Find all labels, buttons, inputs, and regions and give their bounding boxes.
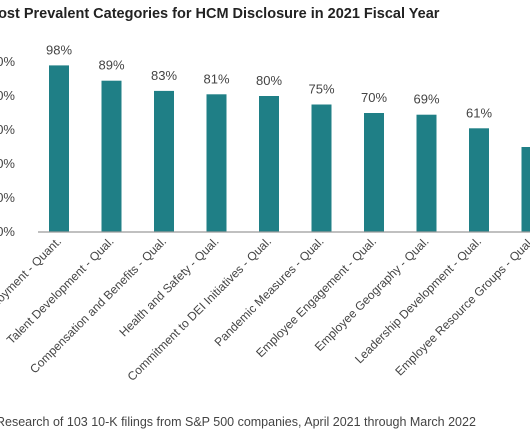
x-tick-label: Health and Safety - Qual.: [116, 234, 221, 339]
x-tick-label: Pandemic Measures - Qual.: [212, 234, 327, 349]
data-labels: 98% 89% 83% 81% 80% 75% 70% 69% 61%: [46, 42, 492, 120]
y-axis: 0% 20% 40% 60% 80% 100%: [0, 54, 15, 239]
y-tick-label: 80%: [0, 88, 15, 103]
y-tick-label: 60%: [0, 122, 15, 137]
bar: [364, 113, 384, 232]
bar: [49, 65, 69, 233]
x-tick-label: Talent Development - Qual.: [4, 234, 117, 347]
data-label: 69%: [413, 92, 439, 107]
bar: [521, 147, 530, 232]
y-tick-label: 40%: [0, 156, 15, 171]
bar: [311, 104, 332, 232]
bar: [259, 96, 279, 232]
bar: [206, 94, 227, 232]
data-label: 61%: [466, 105, 492, 120]
y-tick-label: 100%: [0, 54, 15, 69]
chart-title: Most Prevalent Categories for HCM Disclo…: [0, 6, 440, 22]
data-label: 89%: [98, 58, 124, 73]
x-axis: Employment - Quant.Talent Development - …: [0, 231, 530, 384]
bar: [154, 90, 174, 233]
y-tick-label: 20%: [0, 190, 15, 205]
data-label: 83%: [151, 68, 177, 83]
data-label: 80%: [256, 73, 282, 88]
data-label: 81%: [203, 71, 229, 86]
bar: [101, 80, 122, 232]
data-label: 75%: [308, 82, 334, 97]
bar: [416, 114, 437, 232]
data-label: 70%: [361, 90, 387, 105]
bar: [469, 128, 489, 232]
data-label: 98%: [46, 42, 72, 57]
y-tick-label: 0%: [0, 224, 15, 239]
bars: [49, 65, 530, 233]
chart-footnote: Research of 103 10-K filings from S&P 50…: [0, 415, 476, 429]
